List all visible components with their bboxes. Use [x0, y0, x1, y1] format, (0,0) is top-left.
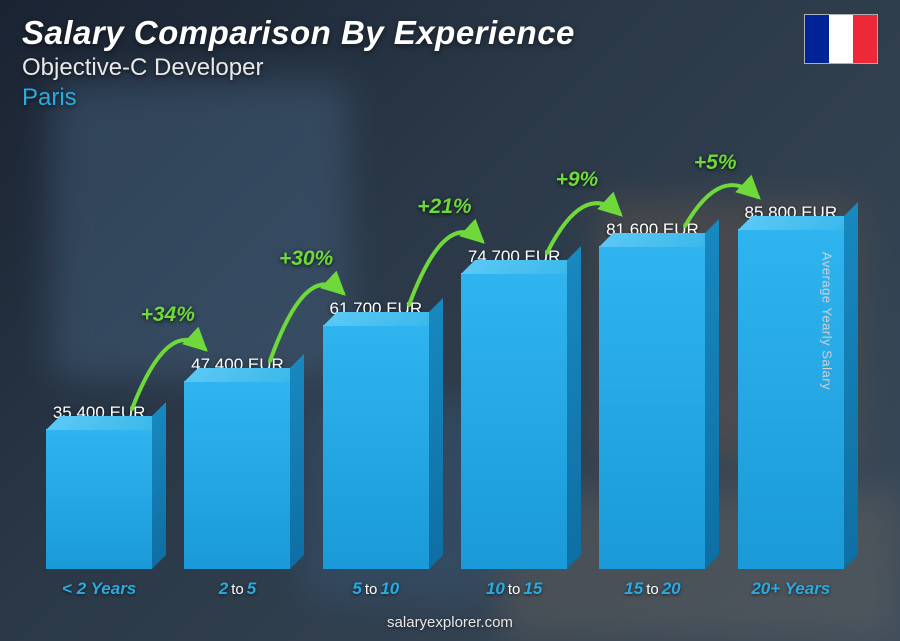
- footer-attribution: salaryexplorer.com: [0, 614, 900, 631]
- header: Salary Comparison By Experience Objectiv…: [22, 14, 575, 112]
- bar-group: 61,700 EUR5to10: [316, 299, 436, 569]
- bar-group: 81,600 EUR15to20: [592, 220, 712, 569]
- bar-category-label: 2to5: [167, 579, 307, 599]
- bar: [461, 273, 567, 569]
- bar: [184, 381, 290, 569]
- page-title: Salary Comparison By Experience: [22, 14, 575, 52]
- pct-change-label: +21%: [417, 195, 471, 219]
- bar-group: 47,400 EUR2to5: [177, 355, 297, 569]
- pct-change-label: +5%: [694, 151, 737, 175]
- location: Paris: [22, 84, 575, 112]
- bar-group: 74,700 EUR10to15: [454, 247, 574, 569]
- bar: [599, 246, 705, 569]
- pct-change-label: +30%: [279, 247, 333, 271]
- flag-france-icon: [804, 14, 878, 64]
- bar-category-label: 10to15: [444, 579, 584, 599]
- bar-category-label: 5to10: [306, 579, 446, 599]
- bar-category-label: 15to20: [582, 579, 722, 599]
- salary-bar-chart: 35,400 EUR< 2 Years47,400 EUR2to561,700 …: [30, 129, 860, 569]
- y-axis-label: Average Yearly Salary: [819, 251, 834, 389]
- pct-change-label: +34%: [141, 303, 195, 327]
- job-title: Objective-C Developer: [22, 54, 575, 82]
- bar-category-label: < 2 Years: [29, 579, 169, 599]
- bar-group: 35,400 EUR< 2 Years: [39, 403, 159, 569]
- bar: [323, 325, 429, 569]
- bar: [46, 429, 152, 569]
- bar-category-label: 20+ Years: [721, 579, 861, 599]
- pct-change-label: +9%: [556, 168, 599, 192]
